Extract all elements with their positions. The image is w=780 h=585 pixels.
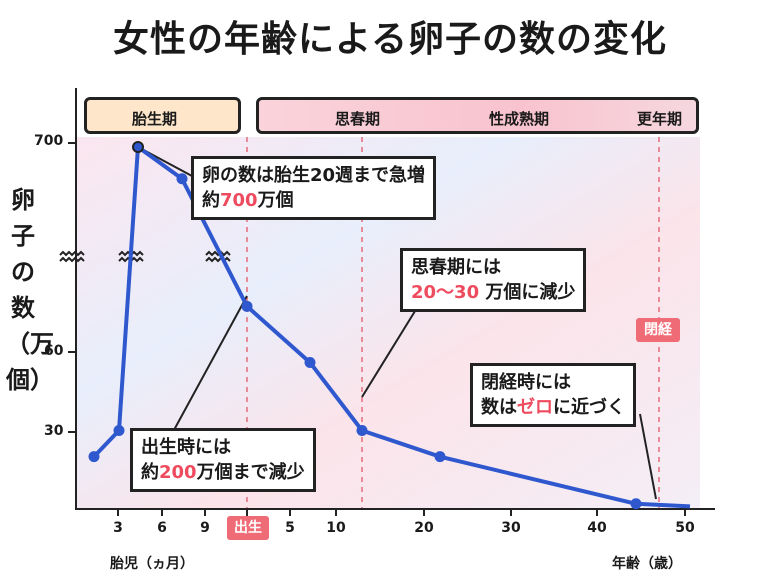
x-tick-label: 3 — [113, 520, 123, 536]
data-point — [241, 300, 253, 312]
menopause-badge: 閉経 — [636, 318, 680, 342]
data-point — [434, 451, 446, 463]
data-point — [304, 356, 316, 368]
chart-title: 女性の年齢による卵子の数の変化 — [113, 19, 667, 60]
data-point — [113, 425, 125, 436]
x-tick-label: 20 — [414, 520, 434, 536]
callout-birth-line1: 出生時には — [141, 437, 231, 458]
axis-break-mark — [59, 250, 85, 257]
x-tick-label: 30 — [501, 520, 521, 536]
axis-break-mark — [205, 250, 231, 257]
callout-leader-line — [639, 413, 657, 500]
callout-peak-line2: 約700万個 — [202, 190, 294, 211]
data-point — [356, 425, 368, 436]
callout-puberty: 思春期には 20〜30 万個に減少 — [400, 248, 587, 312]
phase-rest: 思春期 性成熟期 更年期 — [256, 97, 699, 134]
y-tick-label: 30 — [44, 423, 64, 439]
callout-peak-line1: 卵の数は胎生20週まで急増 — [202, 165, 426, 186]
callout-menopause-line1: 閉経時には — [481, 372, 571, 393]
data-point — [630, 498, 642, 510]
x-tick-label: 40 — [587, 520, 607, 536]
phase-fetal: 胎生期 — [84, 97, 241, 134]
callout-birth-line2: 約200万個まで減少 — [141, 462, 305, 483]
x-tick-label: 10 — [326, 520, 346, 536]
data-point — [176, 173, 188, 185]
phase-puberty-label: 思春期 — [335, 110, 381, 128]
x-axis-label-age: 年齢（歳） — [612, 556, 682, 572]
callout-menopause-line2: 数はゼロに近づく — [481, 397, 625, 418]
callout-menopause: 閉経時には 数はゼロに近づく — [470, 363, 636, 427]
phase-maturity-label: 性成熟期 — [489, 110, 550, 128]
x-tick-label: 5 — [285, 520, 295, 536]
y-axis-label: 卵子の数（万個） — [6, 186, 54, 394]
x-axis-label-fetal: 胎児（ヵ月） — [110, 556, 194, 572]
callout-peak: 卵の数は胎生20週まで急増 約700万個 — [191, 156, 437, 220]
phase-fetal-label: 胎生期 — [132, 110, 178, 128]
x-tick-label: 6 — [157, 520, 167, 536]
y-tick-label: 700 — [34, 133, 64, 149]
x-tick-label: 9 — [200, 520, 210, 536]
axis-break-mark — [59, 256, 85, 263]
callout-leader-line — [173, 295, 248, 431]
callout-puberty-line1: 思春期には — [411, 257, 501, 278]
birth-badge: 出生 — [227, 516, 269, 540]
callout-birth: 出生時には 約200万個まで減少 — [130, 428, 316, 492]
callout-puberty-line2: 20〜30 万個に減少 — [411, 282, 576, 303]
phase-menopause-label: 更年期 — [637, 110, 683, 128]
series-line — [92, 145, 691, 509]
data-point — [132, 141, 144, 153]
axis-break-mark — [205, 256, 231, 263]
callout-leader-line — [361, 302, 421, 398]
x-tick-label: 50 — [675, 520, 695, 536]
data-point — [88, 451, 100, 463]
y-tick-label: 60 — [44, 343, 64, 359]
